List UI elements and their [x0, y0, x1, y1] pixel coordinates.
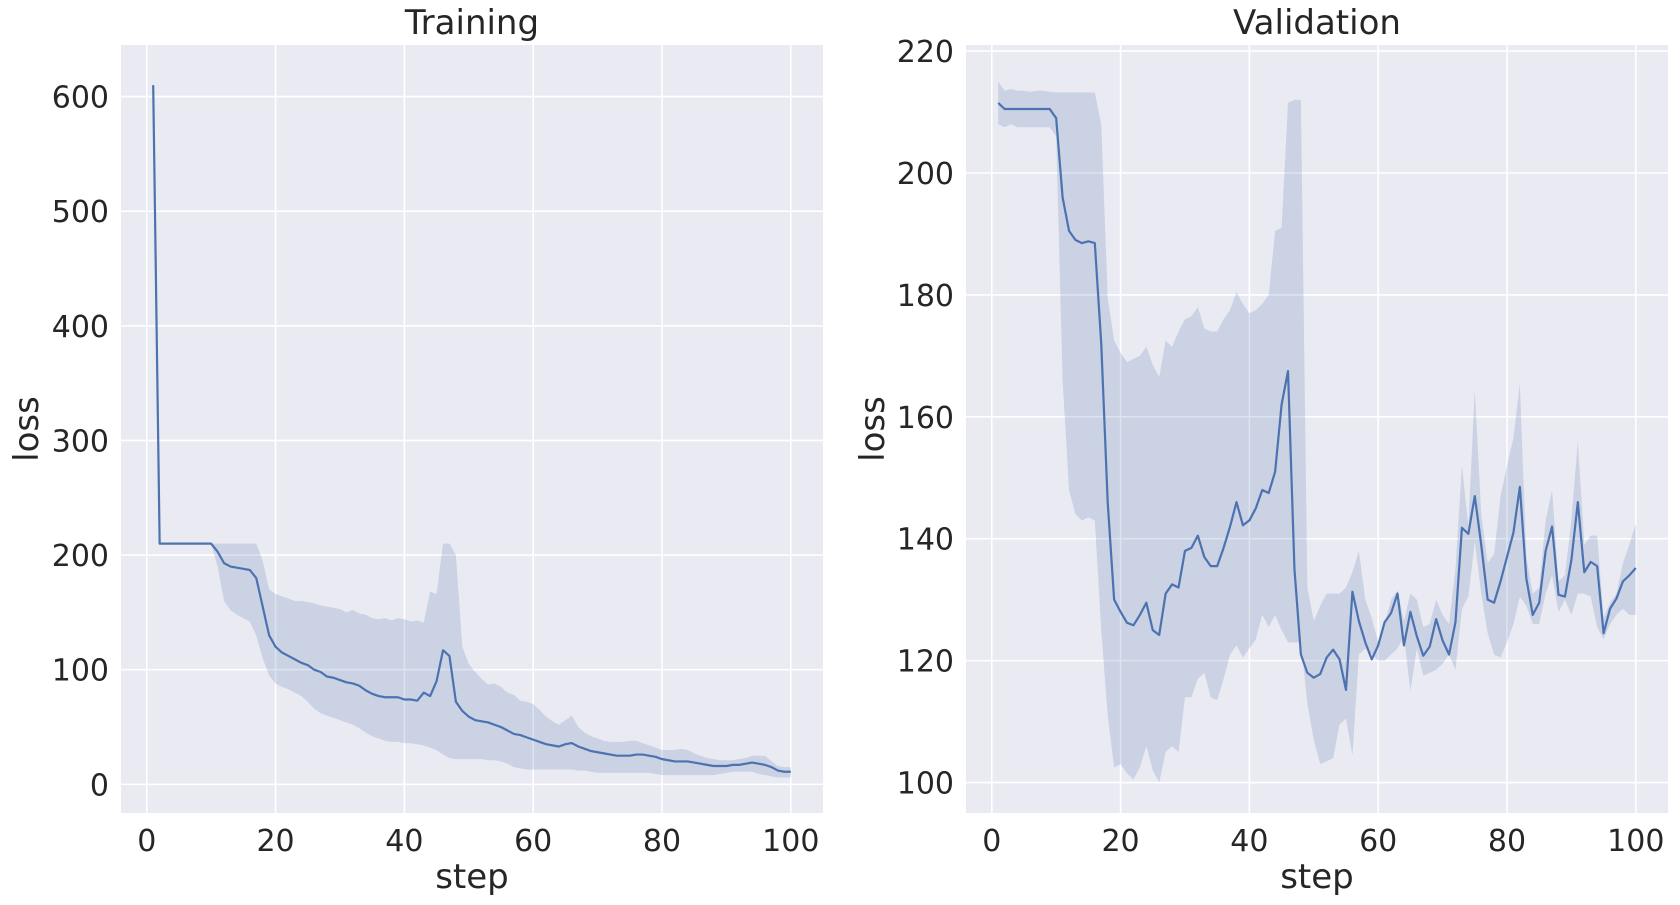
training-y-tick-label: 600	[52, 81, 109, 116]
validation-y-tick-label: 160	[897, 401, 954, 436]
validation-y-tick-label: 100	[897, 767, 954, 802]
validation-y-tick-label: 120	[897, 645, 954, 680]
validation-chart: 0 20 40 60 80 100 100 120 140 160 180 200 220 Valid…	[853, 3, 1668, 897]
training-y-tick-label: 100	[52, 654, 109, 689]
validation-x-tick-label: 40	[1230, 824, 1268, 859]
training-y-tick-label: 200	[52, 539, 109, 574]
validation-y-tick-label: 140	[897, 523, 954, 558]
training-x-ticks: 0 20 40 60 80 100	[137, 824, 819, 859]
validation-x-tick-label: 60	[1359, 824, 1397, 859]
validation-title: Validation	[1233, 3, 1401, 43]
validation-loss-line	[997, 102, 1637, 691]
training-loss-line	[152, 85, 791, 773]
validation-x-tick-label: 0	[982, 824, 1001, 859]
training-x-tick-label: 60	[514, 824, 552, 859]
validation-confidence-band	[998, 81, 1636, 783]
training-x-tick-label: 20	[256, 824, 294, 859]
training-x-tick-label: 80	[643, 824, 681, 859]
validation-x-axis-label: step	[1280, 857, 1354, 897]
training-plot-area	[121, 45, 823, 813]
validation-y-tick-label: 220	[897, 35, 954, 70]
training-x-tick-label: 40	[385, 824, 423, 859]
validation-x-tick-label: 80	[1488, 824, 1526, 859]
validation-y-ticks: 100 120 140 160 180 200 220	[897, 35, 954, 801]
training-y-axis-label: loss	[7, 396, 47, 462]
validation-y-axis-label: loss	[853, 396, 893, 462]
training-y-tick-label: 0	[90, 768, 109, 803]
validation-x-ticks: 0 20 40 60 80 100	[982, 824, 1664, 859]
validation-y-tick-label: 200	[897, 157, 954, 192]
validation-x-tick-label: 100	[1607, 824, 1664, 859]
training-confidence-band	[153, 85, 791, 778]
training-x-tick-label: 0	[137, 824, 156, 859]
training-x-axis-label: step	[435, 857, 509, 897]
validation-grid	[966, 45, 1668, 813]
training-y-tick-label: 300	[52, 424, 109, 459]
validation-y-tick-label: 180	[897, 279, 954, 314]
validation-x-tick-label: 20	[1101, 824, 1139, 859]
training-grid	[121, 45, 823, 813]
training-title: Training	[404, 3, 539, 43]
training-y-ticks: 0 100 200 300 400 500 600	[52, 81, 109, 804]
training-x-tick-label: 100	[762, 824, 819, 859]
training-chart: 0 20 40 60 80 100 0 100 200 300 400 500 600 Trainin…	[7, 3, 823, 897]
training-y-tick-label: 400	[52, 310, 109, 345]
training-y-tick-label: 500	[52, 195, 109, 230]
